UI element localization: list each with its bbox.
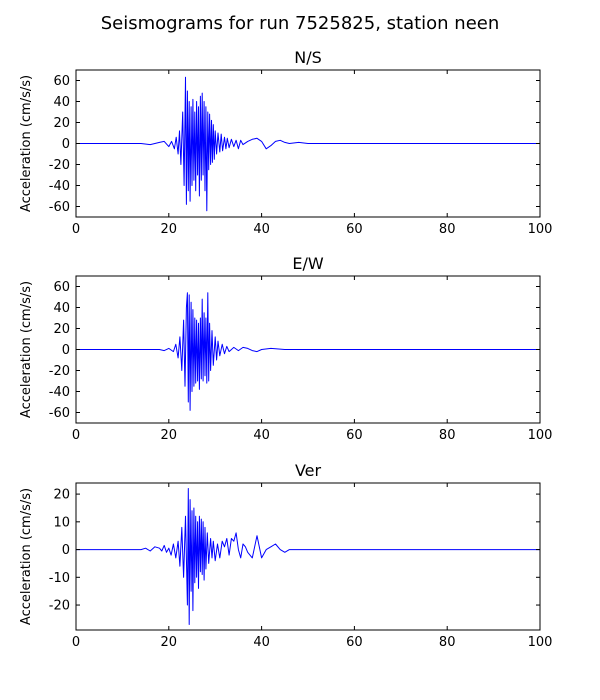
plot-frame: [75, 69, 541, 218]
x-tick-label: 100: [528, 428, 553, 443]
seismogram-panel: N/S Acceleration (cm/s/s) 0 20 40 60 80 100 -60 -…: [19, 48, 552, 237]
x-tick-label: 0: [72, 428, 80, 443]
y-tick-label: 20: [53, 116, 70, 131]
y-tick-label: -40: [49, 179, 70, 194]
y-tick-label: -20: [49, 599, 70, 614]
y-tick-label: 60: [53, 280, 70, 295]
y-tick-label: -60: [49, 406, 70, 421]
x-tick-label: 20: [161, 635, 178, 650]
series-line: [76, 292, 540, 411]
x-tick-label: 60: [346, 222, 363, 237]
x-tick-label: 80: [439, 428, 456, 443]
y-tick-label: -20: [49, 364, 70, 379]
y-tick-label: 0: [62, 343, 70, 358]
y-tick-label: 60: [53, 74, 70, 89]
x-tick-label: 40: [253, 222, 270, 237]
x-tick-label: 60: [346, 428, 363, 443]
plot-frame: [75, 482, 541, 631]
y-tick-label: 20: [53, 322, 70, 337]
x-tick-label: 80: [439, 635, 456, 650]
y-tick-label: -10: [49, 571, 70, 586]
y-axis-label: Acceleration (cm/s/s): [19, 281, 34, 418]
x-tick-label: 100: [528, 635, 553, 650]
x-tick-label: 60: [346, 635, 363, 650]
figure-title: Seismograms for run 7525825, station nee…: [101, 13, 500, 34]
y-tick-label: 40: [53, 301, 70, 316]
x-tick-label: 20: [161, 428, 178, 443]
y-tick-label: -40: [49, 385, 70, 400]
seismogram-panel: E/W Acceleration (cm/s/s) 0 20 40 60 80 100 -60 -…: [19, 254, 552, 443]
panel-title: Ver: [295, 461, 322, 480]
panel-title: N/S: [294, 48, 322, 67]
x-tick-label: 40: [253, 428, 270, 443]
series-line: [76, 76, 540, 212]
x-tick-label: 100: [528, 222, 553, 237]
series-line: [76, 488, 540, 625]
y-tick-label: 0: [62, 137, 70, 152]
y-axis-label: Acceleration (cm/s/s): [19, 488, 34, 625]
x-tick-label: 0: [72, 222, 80, 237]
x-tick-label: 80: [439, 222, 456, 237]
plot-frame: [75, 275, 541, 424]
y-tick-label: 0: [62, 543, 70, 558]
y-tick-label: 10: [53, 515, 70, 530]
y-tick-label: -20: [49, 158, 70, 173]
x-tick-label: 40: [253, 635, 270, 650]
y-tick-label: -60: [49, 200, 70, 215]
x-tick-label: 0: [72, 635, 80, 650]
y-tick-label: 20: [53, 488, 70, 503]
panel-title: E/W: [292, 254, 324, 273]
y-axis-label: Acceleration (cm/s/s): [19, 75, 34, 212]
y-tick-label: 40: [53, 95, 70, 110]
x-tick-label: 20: [161, 222, 178, 237]
